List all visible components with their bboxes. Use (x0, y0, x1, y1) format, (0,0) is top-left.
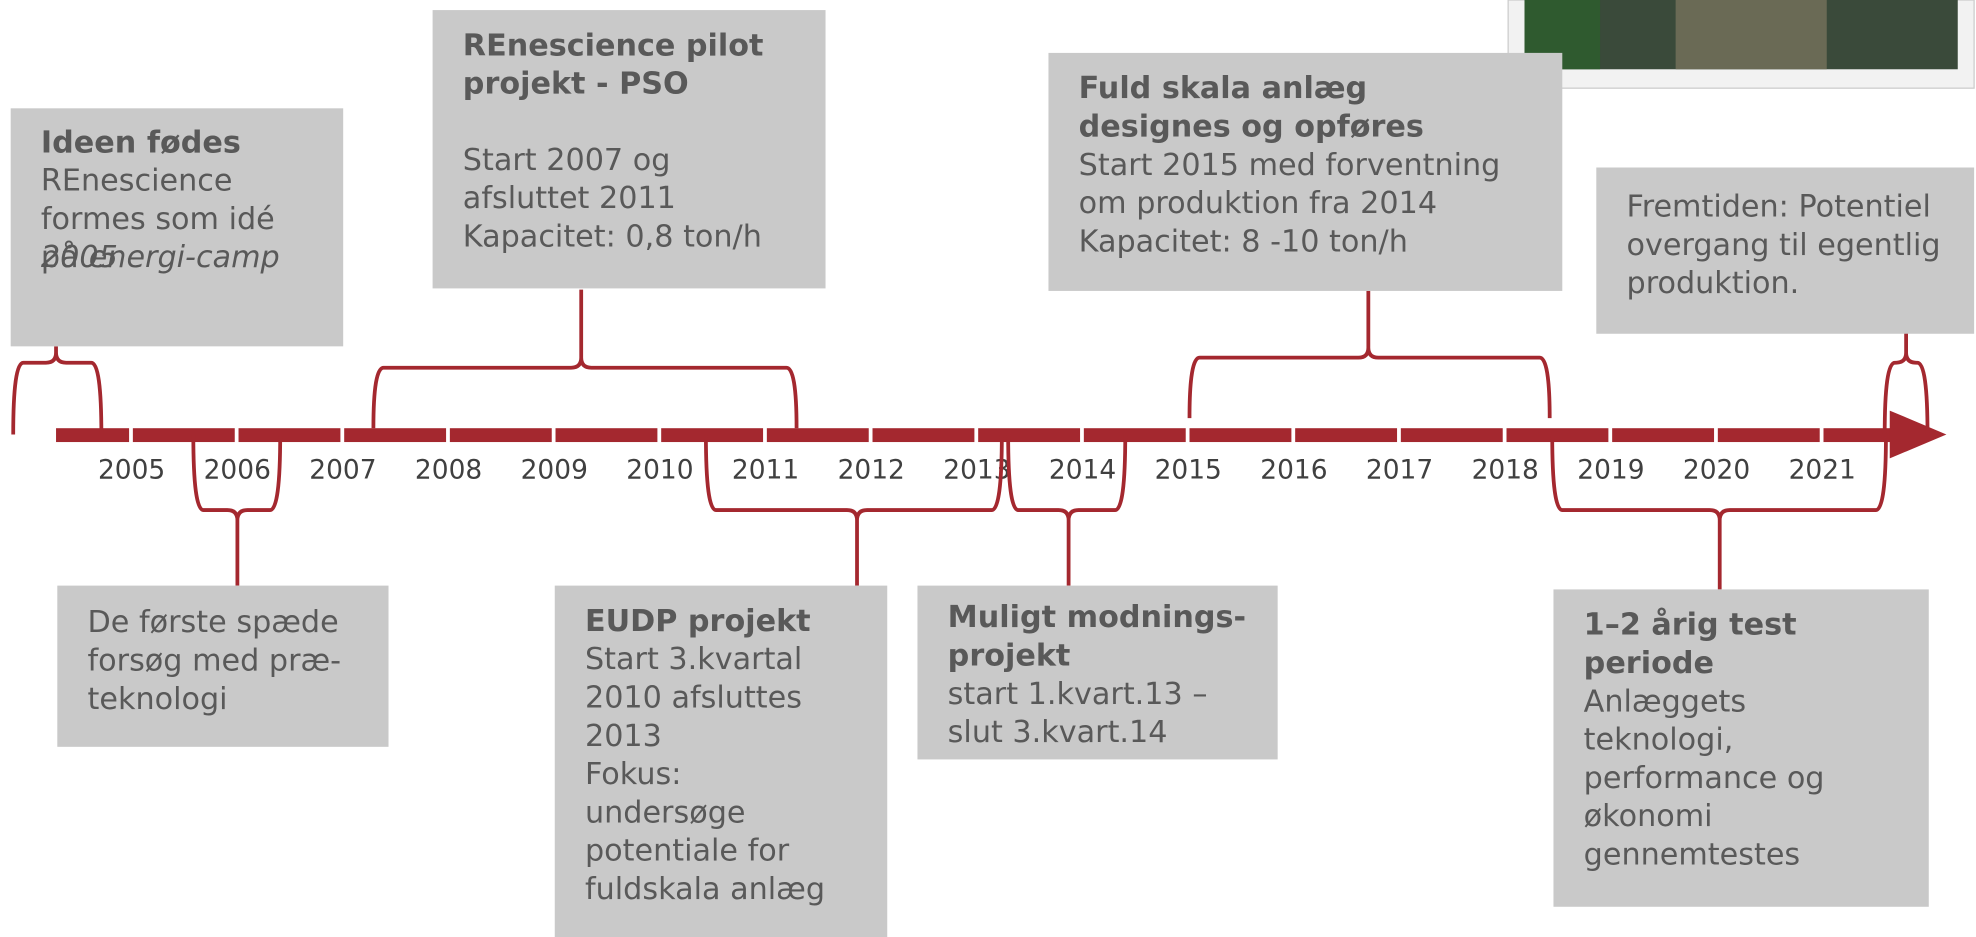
tick-gap (1080, 426, 1084, 445)
box-line: gennemtestes (1584, 837, 1800, 872)
box-title: Muligt modnings- (948, 600, 1246, 635)
box-line: Anlæggets (1584, 684, 1746, 719)
tick-gap (129, 426, 133, 445)
photo (1508, 0, 1974, 88)
tick-gap (1608, 426, 1612, 445)
year-label: 2016 (1260, 455, 1327, 486)
box-line: start 1.kvart.13 – (948, 677, 1208, 712)
box-title: designes og opføres (1079, 110, 1424, 145)
box-line: REnescience (41, 164, 233, 199)
year-label: 2008 (415, 455, 482, 486)
box-line: produktion. (1627, 266, 1800, 301)
box-line: forsøg med præ- (88, 644, 342, 679)
year-label: 2017 (1366, 455, 1433, 486)
box-line: afsluttet 2011 (463, 181, 676, 216)
year-label: 2019 (1577, 455, 1644, 486)
tick-gap (1291, 426, 1295, 445)
box-line: teknologi (88, 682, 228, 717)
box-line: økonomi (1584, 799, 1713, 834)
year-label: 2014 (1049, 455, 1116, 486)
box-title: projekt (948, 638, 1071, 673)
box-line: formes som idé (41, 202, 275, 237)
text-box: REnescience pilot projekt - PSO Start 2007… (433, 10, 826, 288)
box-title: projekt - PSO (463, 67, 689, 102)
year-label: 2006 (204, 455, 271, 486)
year-label: 2012 (838, 455, 905, 486)
box-title: REnescience pilot (463, 28, 764, 63)
box-line: undersøge (585, 795, 746, 830)
tick-gap (235, 426, 239, 445)
box-title: Ideen fødes (41, 125, 241, 160)
box-line: fuldskala anlæg (585, 872, 825, 907)
box-title: Fuld skala anlæg (1079, 71, 1367, 106)
tick-gap (869, 426, 873, 445)
year-label: 2015 (1155, 455, 1222, 486)
tick-gap (340, 426, 344, 445)
tick-gap (1397, 426, 1401, 445)
tick-gap (657, 426, 661, 445)
year-label: 2021 (1789, 455, 1856, 486)
year-label: 2018 (1472, 455, 1539, 486)
tick-gap (1503, 426, 1507, 445)
box-line: 2010 afsluttes (585, 681, 802, 716)
tick-gap (1714, 426, 1718, 445)
year-label: 2010 (626, 455, 693, 486)
tick-gap (446, 426, 450, 445)
box-line: performance og (1584, 761, 1825, 796)
timeline-diagram: 2005 2006 2007 2008 2009 2010 2011 2012 2013 2014… (0, 0, 1976, 937)
box-title: periode (1584, 646, 1714, 681)
tick-gap (552, 426, 556, 445)
box-title: 1–2 årig test (1584, 607, 1797, 643)
brace (373, 290, 796, 429)
tick-gap (1186, 426, 1190, 445)
brace (1190, 291, 1550, 418)
box-line: Kapacitet: 8 -10 ton/h (1079, 224, 1408, 259)
box-line: slut 3.kvart.14 (948, 715, 1168, 750)
box-line: Fremtiden: Potentiel (1627, 190, 1931, 225)
text-box: Fuld skala anlæg designes og opføresStart… (1048, 53, 1562, 291)
text-box: De første spæde forsøg med præ-teknologi (57, 586, 388, 747)
box-line: Start 2015 med forventning (1079, 148, 1501, 183)
box-line: Start 3.kvartal (585, 642, 802, 677)
box-italic-line: 2005 (41, 240, 118, 275)
box-line: overgang til egentlig (1627, 228, 1941, 263)
brace (13, 346, 101, 434)
box-line: Fokus: (585, 757, 681, 792)
year-label: 2020 (1683, 455, 1750, 486)
timeline-arrow (1890, 411, 1947, 459)
box-line: 2013 (585, 719, 662, 754)
box-title: EUDP projekt (585, 604, 811, 639)
year-label: 2009 (521, 455, 588, 486)
box-line: Start 2007 og (463, 143, 671, 178)
box-line: om produktion fra 2014 (1079, 186, 1437, 221)
box-line: Kapacitet: 0,8 ton/h (463, 219, 762, 254)
tick-gap (1820, 426, 1824, 445)
year-label: 2005 (98, 455, 165, 486)
tick-gap (974, 426, 978, 445)
box-line: De første spæde (88, 605, 339, 640)
year-label: 2007 (309, 455, 376, 486)
text-box: Muligt modnings-projekt start 1.kvart.13 … (917, 586, 1277, 760)
box-line: potentiale for (585, 834, 790, 869)
box-line: teknologi, (1584, 723, 1734, 758)
year-label: 2011 (732, 455, 799, 486)
tick-gap (763, 426, 767, 445)
